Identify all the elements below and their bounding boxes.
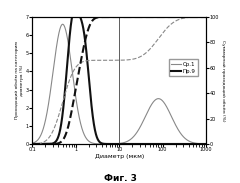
Y-axis label: Суммарный проходящий объём (%): Суммарный проходящий объём (%) [221, 40, 225, 121]
Ср.1 [97, 143, 100, 145]
Ср.1 [61, 23, 64, 25]
Ср.1 [31, 142, 34, 144]
Пр.9 [51, 143, 54, 145]
Пр.9 [97, 140, 100, 142]
Ср.1 [51, 78, 54, 80]
Ср.1 [105, 143, 108, 145]
X-axis label: Диаметр (мкм): Диаметр (мкм) [95, 154, 144, 159]
Пр.9 [201, 143, 204, 145]
Y-axis label: Проходящий объём на категорию
диаметра (%): Проходящий объём на категорию диаметра (… [15, 42, 24, 119]
Пр.9 [74, 8, 77, 10]
Ср.1 [201, 143, 204, 145]
Пр.9 [31, 143, 34, 145]
Пр.9 [183, 143, 186, 145]
Ср.1 [61, 23, 64, 25]
Пр.9 [205, 143, 208, 145]
Пр.9 [61, 114, 64, 117]
Legend: Ср.1, Пр.9: Ср.1, Пр.9 [168, 59, 198, 76]
Text: Фиг. 3: Фиг. 3 [104, 174, 136, 183]
Ср.1 [103, 143, 106, 145]
Line: Пр.9: Пр.9 [32, 9, 206, 144]
Ср.1 [205, 143, 208, 145]
Пр.9 [105, 143, 108, 145]
Line: Ср.1: Ср.1 [32, 24, 206, 144]
Ср.1 [183, 136, 186, 139]
